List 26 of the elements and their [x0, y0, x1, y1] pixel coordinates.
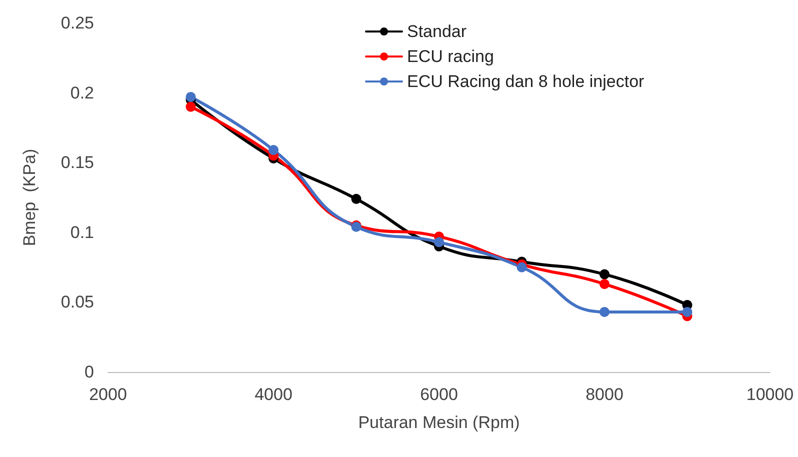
y-tick-label: 0: [84, 362, 94, 382]
x-tick-label: 6000: [420, 385, 458, 404]
y-axis-title: Bmep (KPa): [20, 148, 39, 246]
point: [600, 306, 610, 317]
legend-label: ECU racing: [407, 47, 494, 66]
x-tick-label: 10000: [746, 385, 794, 404]
x-tick-label: 8000: [586, 385, 624, 404]
y-tick-label: 0.05: [60, 292, 94, 312]
point: [600, 279, 610, 290]
y-tick-label: 0.25: [60, 14, 94, 32]
point: [516, 262, 527, 272]
point: [682, 306, 692, 317]
y-tick-label: 0.15: [60, 153, 94, 172]
x-axis-title: Putaran Mesin (Rpm): [358, 413, 520, 432]
point: [268, 145, 278, 156]
y-tick-label: 0.1: [70, 222, 94, 242]
point: [600, 269, 610, 280]
point: [434, 237, 444, 248]
y-tick-label: 0.2: [70, 83, 94, 102]
x-tick-label: 4000: [254, 385, 292, 404]
point: [351, 194, 362, 204]
legend-label: Standar: [407, 22, 467, 41]
point: [186, 92, 196, 102]
point: [186, 102, 196, 112]
x-tick-label: 2000: [89, 385, 127, 404]
legend-label: ECU Racing dan 8 hole injector: [407, 72, 645, 91]
